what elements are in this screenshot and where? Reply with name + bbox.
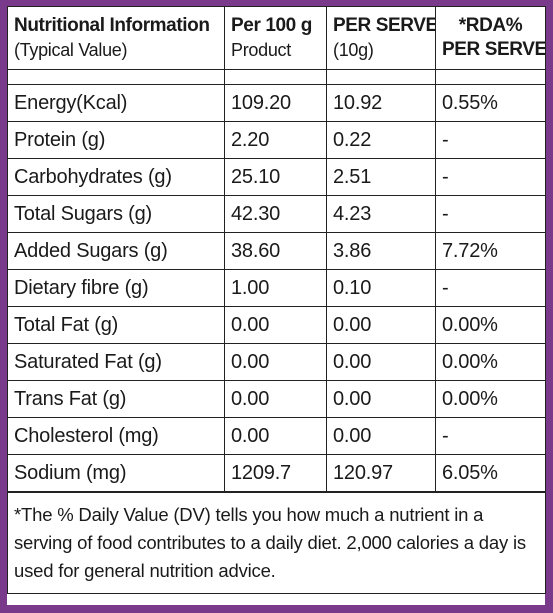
per100-value: 109.20	[224, 84, 327, 122]
per100-value: 0.00	[224, 380, 327, 418]
rda-value: -	[435, 158, 546, 196]
spacer-cell	[435, 69, 546, 85]
rda-value: 0.00%	[435, 380, 546, 418]
header-nutrient-cell: Nutritional Information (Typical Value)	[7, 6, 225, 70]
per-serve-value: 3.86	[326, 232, 436, 270]
nutrient-name: Protein (g)	[7, 121, 225, 159]
per-serve-value: 2.51	[326, 158, 436, 196]
per-serve-value: 0.00	[326, 380, 436, 418]
header-nutrient-title: Nutritional Information	[14, 15, 210, 36]
nutrient-name: Carbohydrates (g)	[7, 158, 225, 196]
per-serve-value: 4.23	[326, 195, 436, 233]
rda-value: 6.05%	[435, 454, 546, 493]
table-row: Dietary fibre (g) 1.00 0.10-	[7, 269, 546, 307]
footnote: *The % Daily Value (DV) tells you how mu…	[7, 491, 546, 594]
table-row: Total Fat (g) 0.00 0.00 0.00%	[7, 306, 546, 344]
rda-value: 0.00%	[435, 306, 546, 344]
nutrient-name: Saturated Fat (g)	[7, 343, 225, 381]
rda-value: 7.72%	[435, 232, 546, 270]
table-row: Energy(Kcal) 109.20 10.92 0.55%	[7, 84, 546, 122]
spacer-cell	[7, 69, 225, 85]
table-row: Trans Fat (g) 0.00 0.00 0.00%	[7, 380, 546, 418]
table-row: Saturated Fat (g) 0.00 0.00 0.00%	[7, 343, 546, 381]
per100-value: 0.00	[224, 343, 327, 381]
spacer-cell	[326, 69, 436, 85]
per-serve-value: 10.92	[326, 84, 436, 122]
per100-value: 2.20	[224, 121, 327, 159]
per-serve-value: 0.00	[326, 306, 436, 344]
rda-value: 0.00%	[435, 343, 546, 381]
nutrient-name: Added Sugars (g)	[7, 232, 225, 270]
header-serve-subtitle: (10g)	[333, 40, 374, 60]
nutrient-name: Total Sugars (g)	[7, 195, 225, 233]
table-row: Protein (g) 2.20 0.22-	[7, 121, 546, 159]
rda-value: -	[435, 121, 546, 159]
nutrient-name: Trans Fat (g)	[7, 380, 225, 418]
per100-value: 25.10	[224, 158, 327, 196]
per-serve-value: 0.00	[326, 417, 436, 455]
per-serve-value: 0.00	[326, 343, 436, 381]
nutrient-name: Cholesterol (mg)	[7, 417, 225, 455]
table-row: Sodium (mg) 1209.7 120.97 6.05%	[7, 454, 546, 493]
header-per100-subtitle: Product	[231, 40, 291, 60]
header-per100-cell: Per 100 g Product	[224, 6, 327, 70]
footnote-row: *The % Daily Value (DV) tells you how mu…	[7, 491, 546, 594]
header-rda-subtitle: PER SERVE	[442, 39, 546, 60]
nutrition-table: Nutritional Information (Typical Value) …	[7, 6, 546, 594]
rda-value: -	[435, 269, 546, 307]
header-serve-cell: PER SERVE (10g)	[326, 6, 436, 70]
table-row: Added Sugars (g) 38.60 3.86 7.72%	[7, 232, 546, 270]
nutrient-name: Energy(Kcal)	[7, 84, 225, 122]
header-rda-title: *RDA%	[458, 15, 523, 36]
rda-value: -	[435, 195, 546, 233]
per-serve-value: 0.10	[326, 269, 436, 307]
per-serve-value: 120.97	[326, 454, 436, 493]
header-serve-title: PER SERVE	[333, 15, 436, 36]
header-nutrient-subtitle: (Typical Value)	[14, 40, 128, 60]
per100-value: 1209.7	[224, 454, 327, 493]
per100-value: 38.60	[224, 232, 327, 270]
header-rda-cell: *RDA% PER SERVE	[435, 6, 546, 70]
per100-value: 1.00	[224, 269, 327, 307]
header-row: Nutritional Information (Typical Value) …	[7, 6, 546, 70]
per-serve-value: 0.22	[326, 121, 436, 159]
table-row: Carbohydrates (g) 25.10 2.51-	[7, 158, 546, 196]
nutrient-name: Dietary fibre (g)	[7, 269, 225, 307]
rda-value: -	[435, 417, 546, 455]
frame-top-edge	[0, 0, 553, 6]
spacer-cell	[224, 69, 327, 85]
per100-value: 42.30	[224, 195, 327, 233]
table-row: Cholesterol (mg) 0.00 0.00-	[7, 417, 546, 455]
nutrient-name: Sodium (mg)	[7, 454, 225, 493]
nutrient-rows: Energy(Kcal) 109.20 10.92 0.55% Protein (g) 2…	[7, 84, 546, 493]
per100-value: 0.00	[224, 306, 327, 344]
header-per100-title: Per 100 g	[231, 15, 312, 36]
header-spacer	[7, 69, 546, 85]
rda-value: 0.55%	[435, 84, 546, 122]
per100-value: 0.00	[224, 417, 327, 455]
table-row: Total Sugars (g) 42.30 4.23-	[7, 195, 546, 233]
nutrient-name: Total Fat (g)	[7, 306, 225, 344]
